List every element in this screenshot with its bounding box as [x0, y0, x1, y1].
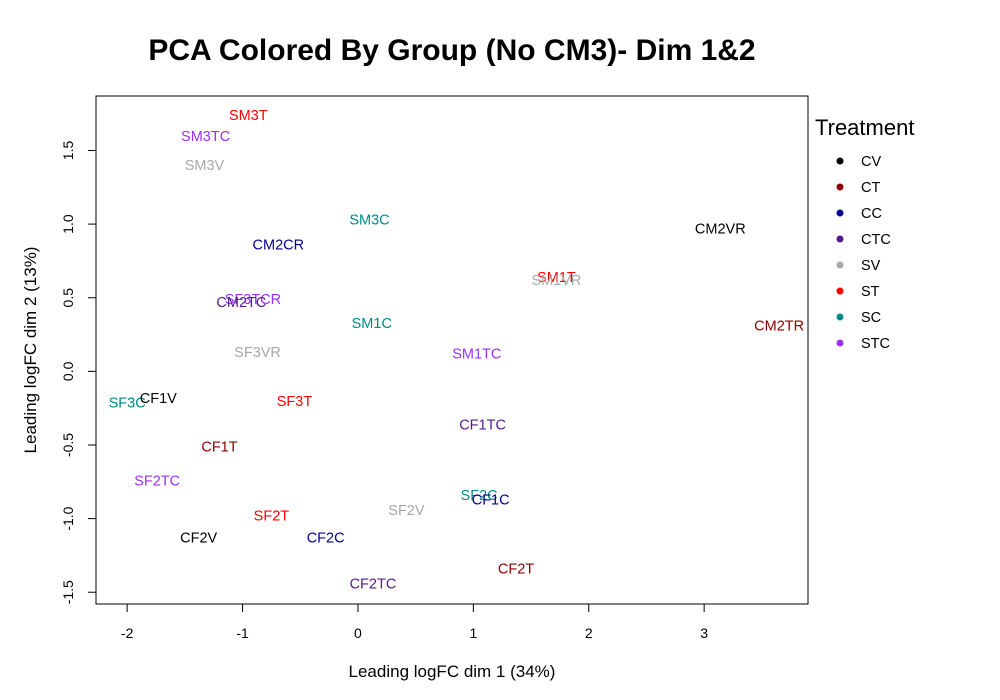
point-label: CF2C	[307, 531, 345, 547]
chart-title: PCA Colored By Group (No CM3)- Dim 1&2	[148, 34, 755, 67]
point-label: SF3C	[109, 395, 146, 411]
legend-label: SC	[861, 310, 881, 326]
y-axis: -1.5 -1.0 -0.5 0.0 0.5 1.0 1.5	[60, 141, 97, 604]
point-label: SF2T	[254, 509, 290, 525]
y-tick-label: 1.5	[60, 141, 76, 161]
y-tick-label: 0.0	[60, 361, 76, 381]
point-label: CF1TC	[459, 417, 506, 433]
point-label: SF3VR	[234, 345, 281, 361]
point-label: SM3TC	[181, 129, 230, 145]
legend-marker	[836, 261, 844, 269]
legend: CV CT CC CTC SV ST SC STC	[836, 154, 891, 352]
x-axis: -2 -1 0 1 2 3	[121, 603, 708, 641]
point-label: CF2T	[498, 562, 534, 578]
point-label: SM3C	[349, 213, 389, 229]
x-tick-label: -1	[236, 625, 249, 641]
legend-label: ST	[861, 284, 880, 300]
legend-label: CT	[861, 180, 880, 196]
point-label: SM1C	[352, 316, 392, 332]
legend-marker	[836, 313, 844, 321]
point-label: SF2TC	[134, 473, 180, 489]
point-label: SM3T	[229, 108, 268, 124]
x-tick-label: 1	[469, 625, 477, 641]
legend-marker	[836, 183, 844, 191]
legend-marker	[836, 157, 844, 165]
point-label: SF2V	[388, 503, 425, 519]
point-label: CM2TC	[216, 295, 266, 311]
legend-label: CTC	[861, 232, 891, 248]
point-label: SF2C	[461, 488, 498, 504]
point-label: CF2TC	[350, 576, 397, 592]
y-tick-label: -0.5	[60, 433, 76, 457]
point-label: SF3TCR	[225, 292, 281, 308]
point-label: CF2V	[180, 531, 217, 547]
x-tick-label: 0	[354, 625, 362, 641]
y-axis-label: Leading logFC dim 2 (13%)	[21, 247, 40, 454]
legend-marker	[836, 209, 844, 217]
legend-marker	[836, 287, 844, 295]
point-label: CM2TR	[754, 319, 804, 335]
point-label: SM1T	[537, 270, 576, 286]
point-label: CM2CR	[253, 238, 305, 254]
point-label: SF3T	[277, 394, 313, 410]
legend-marker	[836, 235, 844, 243]
y-tick-label: -1.5	[60, 580, 76, 604]
legend-label: CV	[861, 154, 881, 170]
x-tick-label: 3	[700, 625, 708, 641]
point-label: SM3V	[185, 158, 225, 174]
point-label: CF1T	[201, 439, 237, 455]
point-label: CM2VR	[695, 222, 746, 238]
y-tick-label: 0.5	[60, 288, 76, 308]
x-tick-label: 2	[585, 625, 593, 641]
legend-label: CC	[861, 206, 882, 222]
point-label: CF1V	[140, 391, 177, 407]
legend-title: Treatment	[815, 115, 914, 140]
y-tick-label: 1.0	[60, 214, 76, 234]
point-label: CF1C	[472, 492, 510, 508]
legend-marker	[836, 339, 844, 347]
legend-label: STC	[861, 336, 890, 352]
x-tick-label: -2	[121, 625, 134, 641]
y-tick-label: -1.0	[60, 506, 76, 530]
legend-label: SV	[861, 258, 881, 274]
point-label: SM1VR	[531, 273, 581, 289]
point-label: SM1TC	[452, 347, 501, 363]
x-axis-label: Leading logFC dim 1 (34%)	[349, 662, 556, 681]
